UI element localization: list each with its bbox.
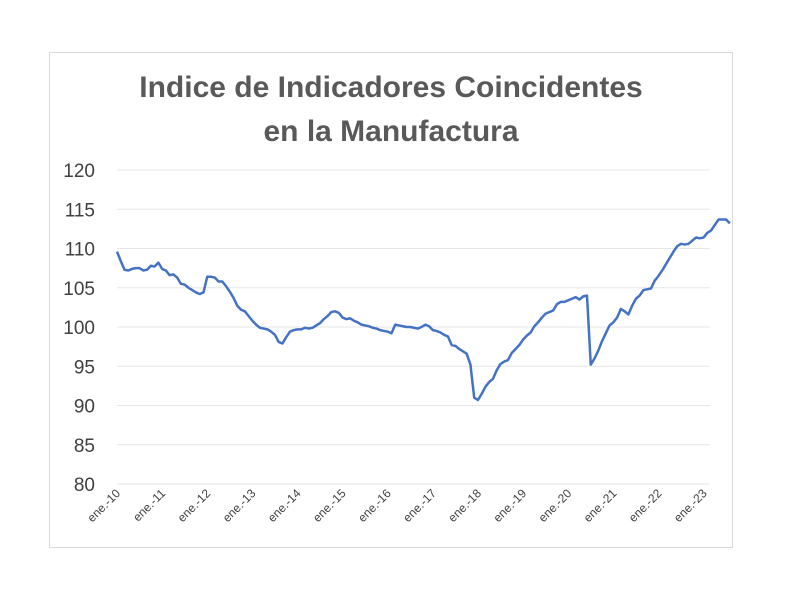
y-tick-label: 120 — [63, 161, 95, 182]
x-tick-label: ene.-17 — [400, 486, 439, 525]
x-tick-label: ene.-12 — [175, 486, 214, 525]
y-axis-ticks: 80 85 90 95 100 105 110 115 120 — [63, 161, 95, 496]
x-tick-label: ene.-14 — [265, 486, 304, 525]
x-tick-label: ene.-11 — [130, 486, 168, 524]
x-tick-label: ene.-19 — [491, 486, 530, 525]
x-tick-label: ene.-15 — [310, 486, 349, 525]
x-tick-label: ene.-16 — [355, 486, 394, 525]
series-line — [115, 218, 731, 402]
gridlines — [117, 169, 710, 485]
y-tick-label: 115 — [65, 200, 95, 221]
y-tick-label: 90 — [74, 397, 95, 418]
chart-area — [49, 52, 733, 548]
x-tick-label: ene.-18 — [445, 486, 484, 525]
y-tick-label: 110 — [65, 240, 95, 261]
y-tick-label: 95 — [74, 357, 95, 378]
chart-title-line-1: Indice de Indicadores Coincidentes — [139, 71, 643, 104]
x-tick-label: ene.-23 — [671, 486, 710, 525]
y-tick-label: 100 — [63, 318, 95, 339]
x-axis-ticks: ene.-10 ene.-11 ene.-12 ene.-13 ene.-14 ene.-… — [84, 486, 709, 525]
y-tick-label: 80 — [74, 475, 95, 496]
x-tick-label: ene.-13 — [220, 486, 259, 525]
x-tick-label: ene.-22 — [626, 486, 665, 525]
y-tick-label: 105 — [63, 279, 95, 300]
series-group — [115, 218, 731, 402]
chart-title-line-2: en la Manufactura — [263, 115, 519, 148]
chart-title: Indice de Indicadores Coincidentes en la… — [49, 66, 733, 154]
x-tick-label: ene.-20 — [536, 486, 575, 525]
x-tick-label: ene.-21 — [581, 486, 620, 525]
y-tick-label: 85 — [74, 436, 95, 457]
